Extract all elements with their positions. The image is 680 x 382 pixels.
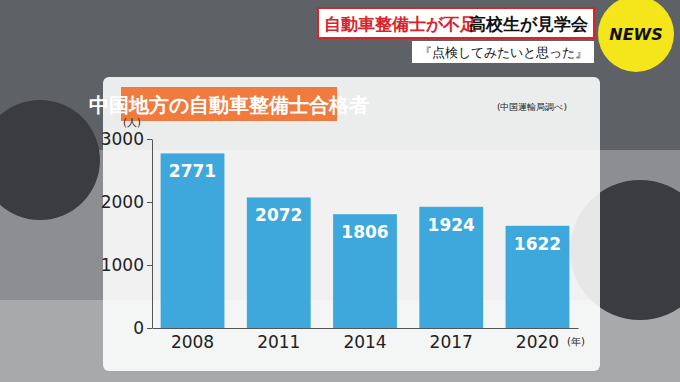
logo: NEWS (609, 25, 663, 44)
bar (506, 226, 570, 328)
headline-box (318, 8, 594, 38)
y-tick-label: 2000 (101, 192, 144, 212)
x-tick-label: 2008 (171, 332, 214, 352)
y-axis: 0 1000 2000 3000 (101, 129, 153, 338)
chart-title: 中国地方の自動車整備士合格者 (89, 93, 369, 117)
x-axis-title: (年) (567, 336, 585, 347)
quote-box (412, 41, 594, 63)
data-label: 1622 (514, 234, 561, 254)
y-tick: 1000 (101, 255, 152, 275)
x-tick-label: 2014 (343, 332, 386, 352)
y-tick-label: 0 (133, 318, 144, 338)
y-tick-mark (147, 265, 152, 266)
y-tick-label: 3000 (101, 129, 144, 149)
data-label: 1924 (428, 215, 475, 235)
data-labels: 2771 2072 1806 1924 1622 (169, 161, 561, 253)
background (0, 0, 680, 382)
x-tick: 2020 (516, 328, 559, 352)
x-tick-label: 2020 (516, 332, 559, 352)
y-tick: 0 (133, 318, 152, 338)
y-axis-title: (人) (123, 117, 141, 128)
x-tick-label: 2011 (257, 332, 300, 352)
y-tick-mark (147, 328, 152, 329)
x-tick: 2014 (343, 328, 386, 352)
headline: 自動車整備士が不足 (324, 14, 477, 34)
bar (419, 207, 483, 328)
data-label: 1806 (341, 222, 388, 242)
header: 自動車整備士が不足高校生が見学会『点検してみたいと思った』 NEWS (318, 0, 674, 72)
bar (333, 214, 397, 328)
y-tick: 3000 (101, 129, 152, 149)
y-tick: 2000 (101, 192, 152, 212)
data-label: 2072 (255, 205, 302, 225)
background-fill (0, 0, 680, 382)
y-tick-mark (147, 202, 152, 203)
chart-subtitle: (中国運輸局調べ) (497, 102, 567, 112)
x-axis: 2008 2011 2014 2017 2020 (153, 328, 579, 352)
bar (247, 197, 311, 328)
data-label: 2771 (169, 161, 216, 181)
bar (161, 153, 225, 328)
chart-panel (103, 77, 600, 371)
y-tick-label: 1000 (101, 255, 144, 275)
x-tick: 2008 (171, 328, 214, 352)
logo-circle (598, 0, 674, 72)
x-tick: 2011 (257, 328, 300, 352)
bars (161, 153, 570, 328)
y-axis-line (152, 140, 153, 329)
headline: 高校生が見学会 (469, 14, 589, 34)
canvas: 自動車整備士が不足高校生が見学会『点検してみたいと思った』 NEWS 中国地方の自動… (0, 0, 680, 382)
wheel (0, 100, 100, 220)
quote: 『点検してみたいと思った』 (419, 45, 588, 60)
x-axis-line (153, 328, 579, 329)
y-tick-mark (147, 139, 152, 140)
x-tick: 2017 (430, 328, 473, 352)
x-tick-label: 2017 (430, 332, 473, 352)
